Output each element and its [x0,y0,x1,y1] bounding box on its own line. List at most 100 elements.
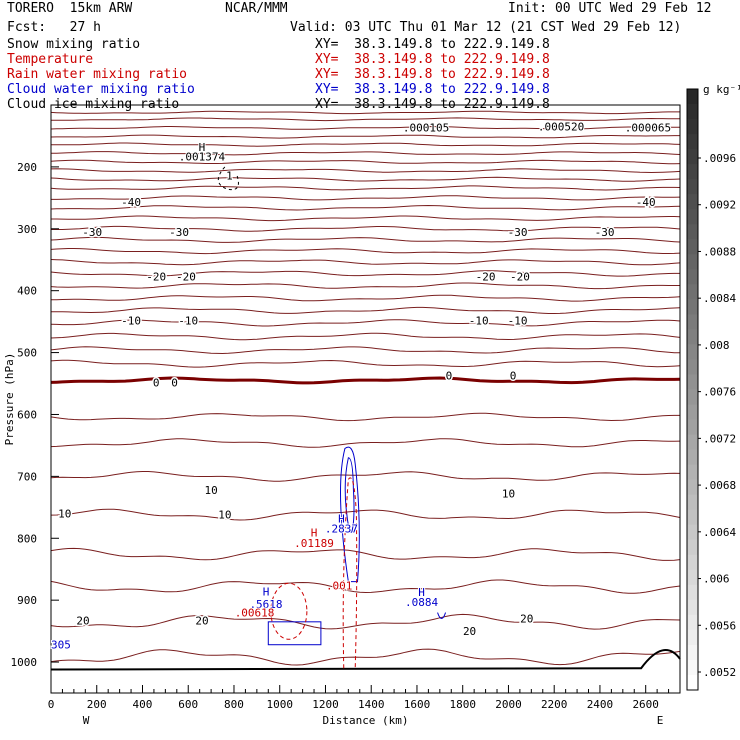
colorbar-swatch-3 [687,134,698,150]
temperature-label-1: -40 [636,196,656,209]
legend-snow: Snow mixing ratio [7,37,141,52]
temperature-label-19: 10 [502,488,515,501]
isotherm-line-21 [50,319,681,327]
colorbar-swatch-21 [687,404,698,421]
extrema-label-16: 305 [51,639,71,652]
temperature-label-5: -30 [595,226,615,239]
colorbar-swatch-22 [687,419,698,436]
colorbar-swatch-34 [687,599,698,616]
isotherm-line-33 [50,648,681,666]
isotherm-line-14 [50,236,681,243]
colorbar-swatch-8 [687,209,698,225]
x-tick-label-3: 600 [178,698,198,711]
temperature-label-8: -20 [476,270,496,283]
legend-temperature-xy: XY= 38.3.149.8 to 222.9.149.8 [315,52,550,67]
isotherm-line-19 [50,294,681,302]
extrema-label-11: H [263,585,270,598]
isotherm-line-4 [51,142,681,147]
colorbar-swatch-18 [687,359,698,375]
colorbar-swatch-2 [687,119,698,135]
legend-snow-xy: XY= 38.3.149.8 to 222.9.149.8 [315,37,550,52]
colorbar-tick-label-4: .008 [703,339,730,352]
isotherm-line-5 [50,151,681,156]
colorbar-swatch-10 [687,239,698,255]
colorbar-swatch-9 [687,224,698,240]
extrema-label-1: .001374 [179,150,226,163]
isotherm-line-0 [50,110,680,115]
colorbar-swatch-36 [687,629,698,646]
extrema-label-4: .000520 [538,121,584,134]
colorbar-swatch-38 [687,659,698,676]
temperature-label-7: -20 [176,270,196,283]
x-tick-label-0: 0 [48,698,55,711]
legend-cloud-water: Cloud water mixing ratio [7,82,195,97]
surface-terrain-line [50,649,681,671]
colorbar-tick-label-10: .0056 [703,619,736,632]
legend-cloud-water-xy: XY= 38.3.149.8 to 222.9.149.8 [315,82,550,97]
colorbar-swatch-13 [687,284,698,300]
colorbar-swatch-1 [687,104,698,120]
colorbar-swatch-23 [687,434,698,451]
model-name: TORERO 15km ARW [7,1,133,16]
temperature-label-17: 0 [510,369,517,382]
colorbar-tick-label-7: .0068 [703,479,736,492]
temperature-label-2: -30 [82,226,102,239]
isotherm-line-17 [50,270,680,277]
y-tick-label-3: 500 [17,347,37,360]
isotherm-lines [50,110,681,666]
isotherm-line-2 [50,125,681,130]
colorbar-swatch-6 [687,179,698,195]
colorbar-swatch-15 [687,314,698,330]
isotherm-line-27 [50,438,681,448]
x-tick-label-5: 1000 [266,698,293,711]
temperature-label-10: -10 [121,314,141,327]
colorbar-swatch-4 [687,149,698,165]
colorbar-swatch-17 [687,344,698,360]
y-axis-label: Pressure (hPa) [3,353,16,446]
isotherm-line-12 [51,215,681,222]
colorbar-tick-label-1: .0092 [703,199,736,212]
extrema-label-10: .001 [326,579,353,592]
colorbar-swatch-29 [687,524,698,541]
extrema-label-5: .000065 [625,121,671,134]
temperature-label-21: 10 [218,509,231,522]
cloud-water-contour-inner [344,457,355,533]
colorbar-swatch-33 [687,584,698,601]
isotherm-line-10 [51,195,681,201]
colorbar-tick-label-9: .006 [703,573,730,586]
isotherm-line-3 [50,134,680,139]
isotherm-line-16 [50,259,681,266]
forecast-hour: Fcst: 27 h [7,20,101,35]
rain-water-low-contour [270,582,308,640]
y-tick-label-8: 1000 [11,656,38,669]
isotherm-line-26 [50,412,680,422]
temperature-label-20: 10 [58,508,71,521]
colorbar-swatch-37 [687,644,698,661]
legend-cloud-ice: Cloud ice mixing ratio [7,97,180,112]
colorbar-tick-label-5: .0076 [703,386,736,399]
cloud-ice-contour [217,166,239,191]
y-tick-label-5: 700 [17,470,37,483]
colorbar-tick-label-8: .0064 [703,526,736,539]
colorbar-swatch-7 [687,194,698,210]
isotherm-line-15 [50,248,681,255]
colorbar-swatch-12 [687,269,698,285]
extrema-label-7: .2837 [325,522,358,535]
isotherm-line-1 [50,117,680,122]
x-axis-label: Distance (km) [322,714,408,727]
colorbar-unit: g kg⁻¹ [703,83,740,96]
temperature-label-12: -10 [469,314,489,327]
isotherm-line-31 [50,579,681,594]
colorbar-swatch-0 [687,89,698,105]
temperature-label-24: 20 [463,625,476,638]
isotherm-line-20 [50,306,681,314]
colorbar-swatch-27 [687,494,698,511]
colorbar-swatch-24 [687,449,698,466]
colorbar-tick-label-11: .0052 [703,666,736,679]
x-tick-label-12: 2400 [587,698,614,711]
x-tick-label-9: 1800 [449,698,476,711]
colorbar-swatch-26 [687,479,698,496]
extrema-label-9: .01189 [294,537,334,550]
isotherm-line-18 [50,282,680,290]
y-tick-label-2: 400 [17,285,37,298]
